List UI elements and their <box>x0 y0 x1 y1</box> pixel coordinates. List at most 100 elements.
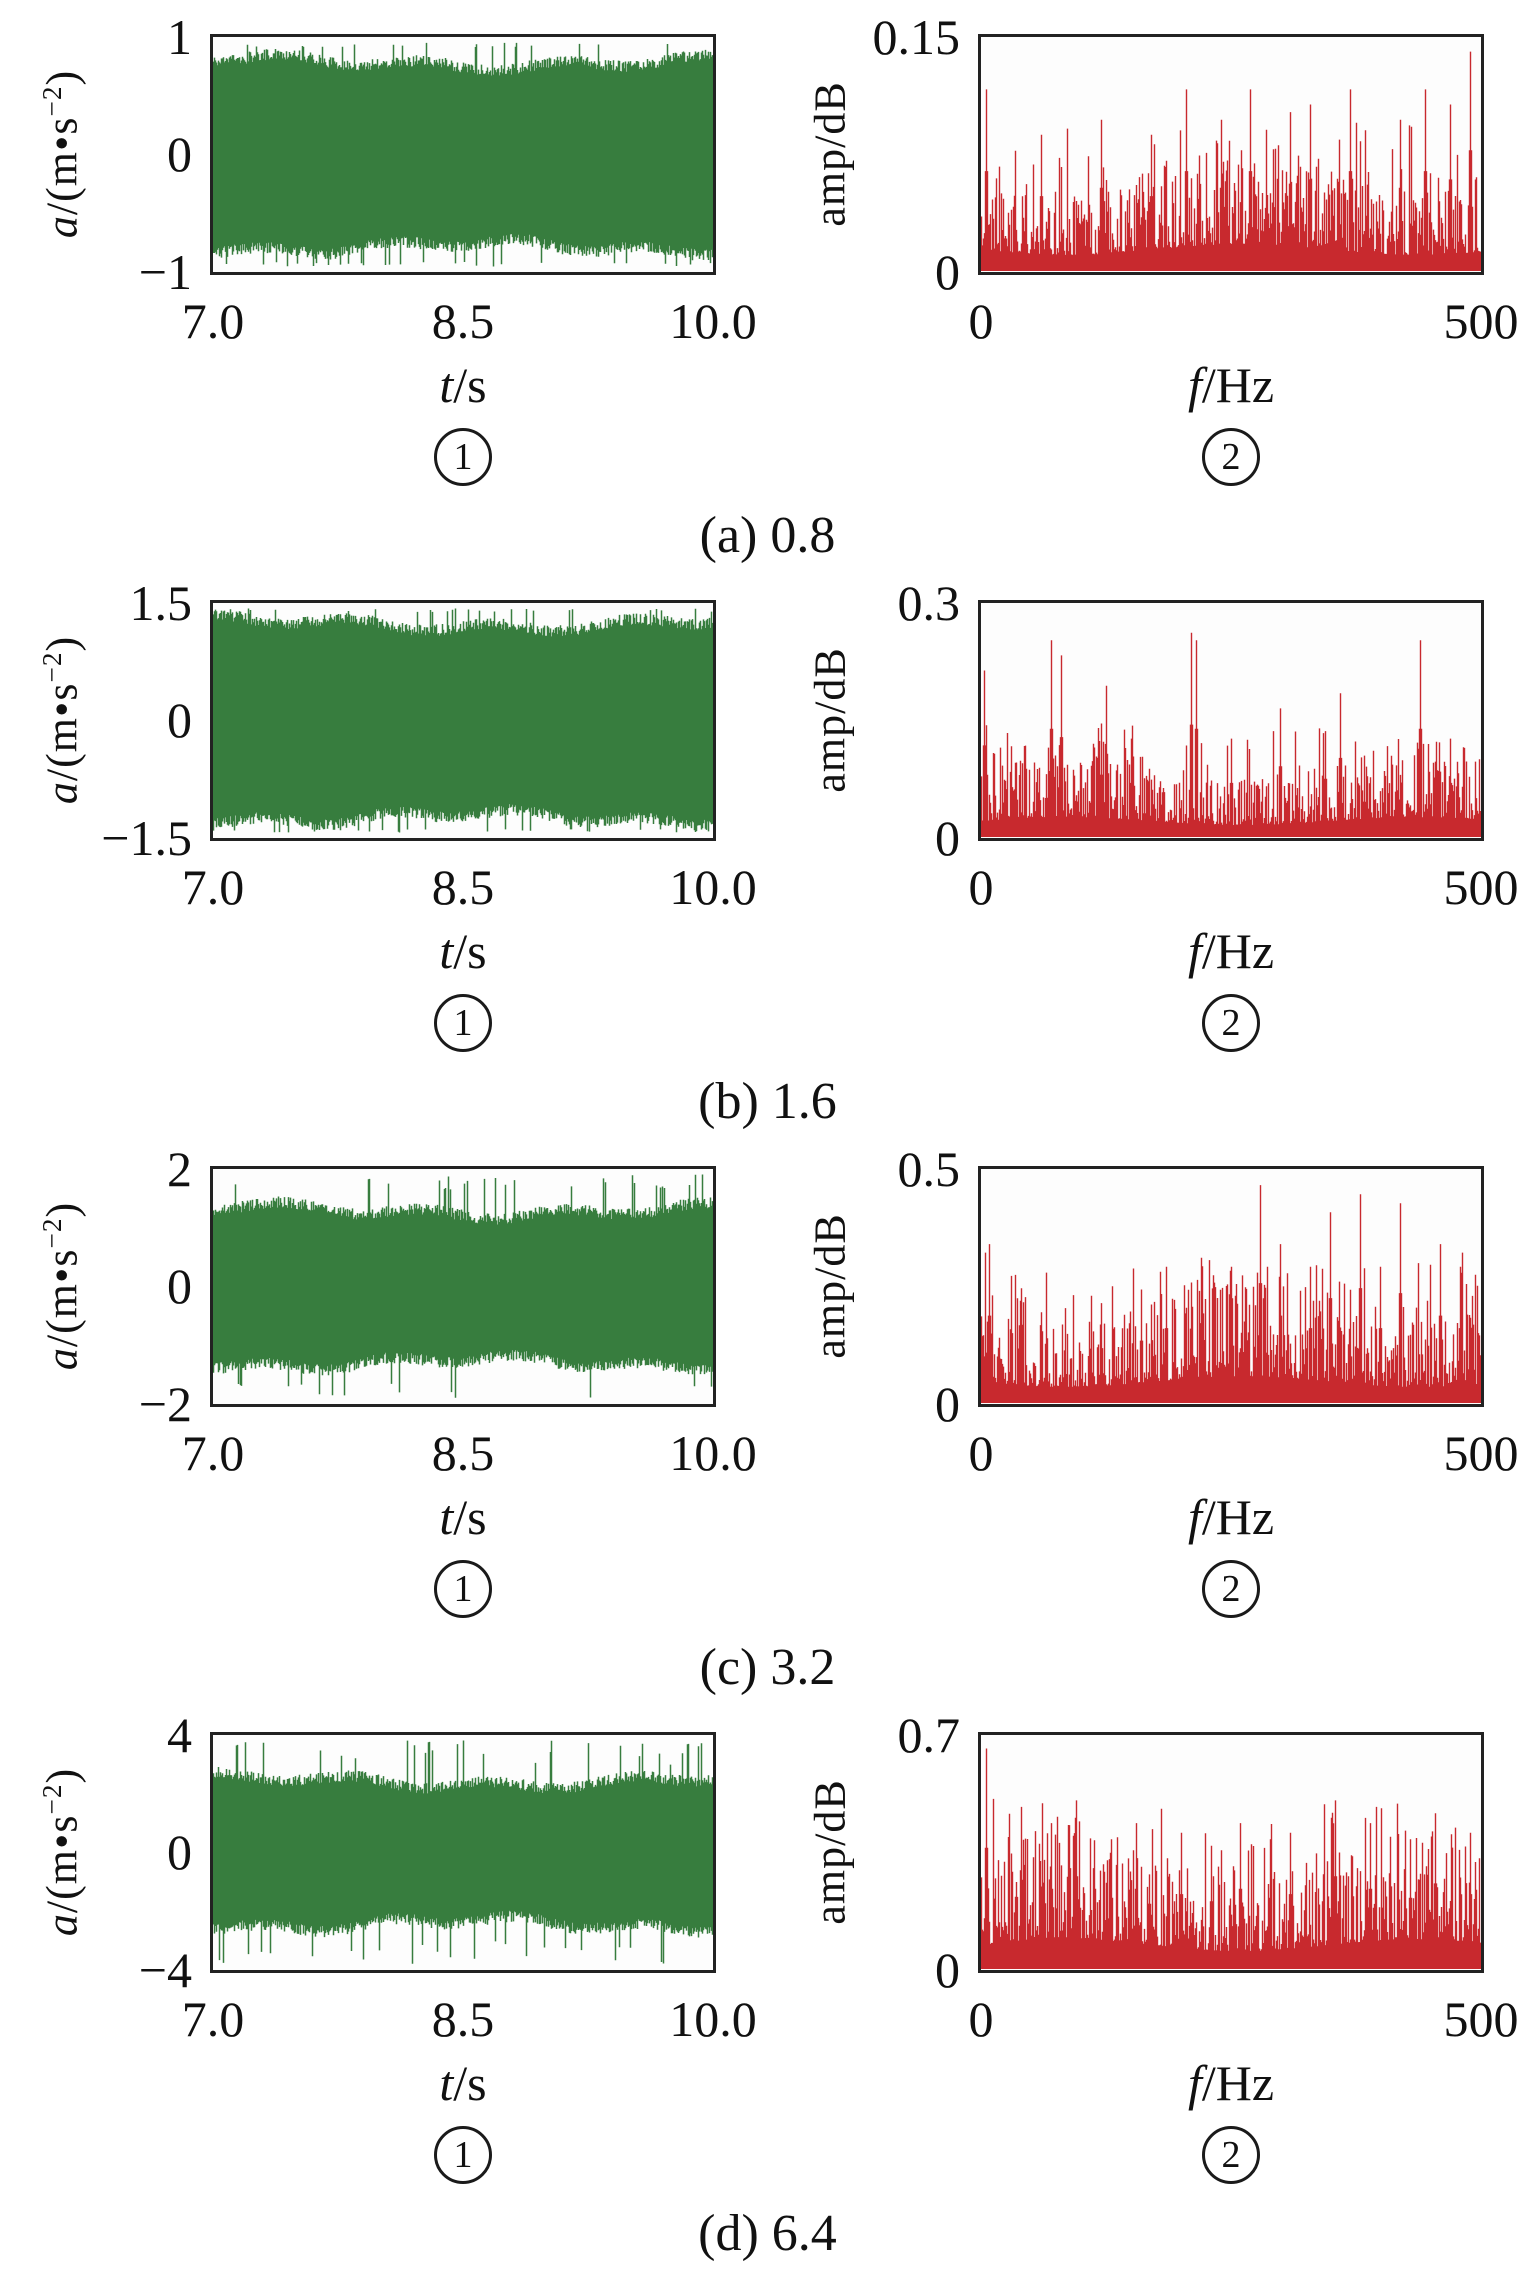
x-tick: 8.5 <box>431 293 495 349</box>
y-tick: 0 <box>167 126 192 182</box>
xlabel-variable: f <box>1187 357 1202 413</box>
ylabel-variable: a <box>37 781 87 805</box>
panel-number-1-badge: 1 <box>434 1560 492 1618</box>
y-tick: 0.3 <box>897 575 961 631</box>
x-tick: 0 <box>968 859 994 915</box>
y-tick: 0.5 <box>897 1141 961 1197</box>
row-caption-a: (a) 0.8 <box>699 507 836 564</box>
ylabel-close: ) <box>37 1201 87 1218</box>
time-waveform-chart-d <box>210 1732 716 1973</box>
x-tick: 7.0 <box>181 859 245 915</box>
x-tick: 0 <box>968 1991 994 2047</box>
freq-panel-c: amp/dB 0.5 0 0 500 f/Hz 2 <box>768 1136 1535 1641</box>
ylabel-close: ) <box>37 1767 87 1784</box>
freq-x-axis-label: f/Hz <box>1188 1488 1274 1546</box>
y-tick: 0 <box>167 1824 192 1880</box>
x-tick: 8.5 <box>431 1425 495 1481</box>
x-tick: 500 <box>1443 1425 1519 1481</box>
figure-row-c: a/(m•s−2) 2 0 −2 7.0 8.5 10.0 t/s 1 amp/… <box>0 1136 1535 1702</box>
xlabel-units: /s <box>453 357 487 413</box>
time-panel-d: a/(m•s−2) 4 0 −4 7.0 8.5 10.0 t/s 1 <box>0 1702 767 2207</box>
panel-number-2: 2 <box>1221 436 1241 478</box>
y-tick: −1.5 <box>101 810 192 866</box>
xlabel-variable: t <box>439 357 454 413</box>
ylabel-variable: a <box>37 215 87 239</box>
y-tick: −4 <box>138 1942 192 1998</box>
freq-panel-a: amp/dB 0.15 0 0 500 f/Hz 2 <box>768 4 1535 509</box>
xlabel-units: /s <box>453 923 487 979</box>
figure-row-d: a/(m•s−2) 4 0 −4 7.0 8.5 10.0 t/s 1 amp/… <box>0 1702 1535 2268</box>
x-tick: 0 <box>968 1425 994 1481</box>
ylabel-close: ) <box>37 69 87 86</box>
time-x-axis-label: t/s <box>439 2054 486 2112</box>
x-tick: 7.0 <box>181 1991 245 2047</box>
freq-y-axis-label: amp/dB <box>805 1779 855 1925</box>
panel-number-1-badge: 1 <box>434 428 492 486</box>
time-panel-c: a/(m•s−2) 2 0 −2 7.0 8.5 10.0 t/s 1 <box>0 1136 767 1641</box>
xlabel-variable: f <box>1187 1489 1202 1545</box>
xlabel-units: /Hz <box>1201 923 1275 979</box>
xlabel-units: /Hz <box>1201 357 1275 413</box>
freq-y-axis-label: amp/dB <box>805 1213 855 1359</box>
panel-number-2: 2 <box>1221 1002 1241 1044</box>
y-tick: −2 <box>138 1376 192 1432</box>
freq-panel-d: amp/dB 0.7 0 0 500 f/Hz 2 <box>768 1702 1535 2207</box>
xlabel-units: /Hz <box>1201 1489 1275 1545</box>
freq-x-axis-label: f/Hz <box>1188 922 1274 980</box>
y-tick: 0 <box>167 1258 192 1314</box>
panel-number-2-badge: 2 <box>1202 428 1260 486</box>
panel-number-2-badge: 2 <box>1202 1560 1260 1618</box>
time-waveform-chart-b <box>210 600 716 841</box>
y-tick: 0 <box>935 1942 960 1998</box>
panel-number-2-badge: 2 <box>1202 2126 1260 2184</box>
y-tick: 0.15 <box>872 9 961 65</box>
x-tick: 8.5 <box>431 1991 495 2047</box>
time-x-axis-label: t/s <box>439 356 486 414</box>
xlabel-units: /s <box>453 2055 487 2111</box>
xlabel-variable: t <box>439 2055 454 2111</box>
ylabel-variable: a <box>37 1347 87 1371</box>
xlabel-units: /s <box>453 1489 487 1545</box>
xlabel-units: /Hz <box>1201 2055 1275 2111</box>
x-tick: 10.0 <box>669 1425 757 1481</box>
x-tick: 7.0 <box>181 293 245 349</box>
ylabel-exponent: −2 <box>36 1783 67 1815</box>
x-tick: 500 <box>1443 293 1519 349</box>
panel-number-2: 2 <box>1221 2134 1241 2176</box>
panel-number-1: 1 <box>453 436 473 478</box>
ylabel-exponent: −2 <box>36 1217 67 1249</box>
row-caption-d: (d) 6.4 <box>698 2205 837 2262</box>
panel-number-1-badge: 1 <box>434 994 492 1052</box>
figure-row-a: a/(m•s−2) 1 0 −1 7.0 8.5 10.0 t/s 1 amp/… <box>0 4 1535 570</box>
y-tick: 4 <box>167 1707 192 1763</box>
x-tick: 10.0 <box>669 1991 757 2047</box>
freq-x-axis-label: f/Hz <box>1188 356 1274 414</box>
panel-number-1-badge: 1 <box>434 2126 492 2184</box>
time-x-axis-label: t/s <box>439 922 486 980</box>
freq-panel-b: amp/dB 0.3 0 0 500 f/Hz 2 <box>768 570 1535 1075</box>
xlabel-variable: f <box>1187 2055 1202 2111</box>
y-tick: 1.5 <box>129 575 193 631</box>
panel-number-2-badge: 2 <box>1202 994 1260 1052</box>
xlabel-variable: t <box>439 923 454 979</box>
row-caption-b: (b) 1.6 <box>698 1073 837 1130</box>
y-tick: 1 <box>167 9 192 65</box>
row-caption-c: (c) 3.2 <box>699 1639 836 1696</box>
y-tick: 2 <box>167 1141 192 1197</box>
time-waveform-chart-a <box>210 34 716 275</box>
x-tick: 10.0 <box>669 293 757 349</box>
x-tick: 500 <box>1443 859 1519 915</box>
figure-row-b: a/(m•s−2) 1.5 0 −1.5 7.0 8.5 10.0 t/s 1 … <box>0 570 1535 1136</box>
freq-x-axis-label: f/Hz <box>1188 2054 1274 2112</box>
ylabel-variable: a <box>37 1913 87 1937</box>
time-waveform-chart-c <box>210 1166 716 1407</box>
xlabel-variable: t <box>439 1489 454 1545</box>
panel-number-1: 1 <box>453 1002 473 1044</box>
panel-number-1: 1 <box>453 2134 473 2176</box>
x-tick: 7.0 <box>181 1425 245 1481</box>
y-tick: 0 <box>935 1376 960 1432</box>
freq-y-axis-label: amp/dB <box>805 647 855 793</box>
y-tick: 0.7 <box>897 1707 961 1763</box>
freq-y-axis-label: amp/dB <box>805 81 855 227</box>
time-x-axis-label: t/s <box>439 1488 486 1546</box>
